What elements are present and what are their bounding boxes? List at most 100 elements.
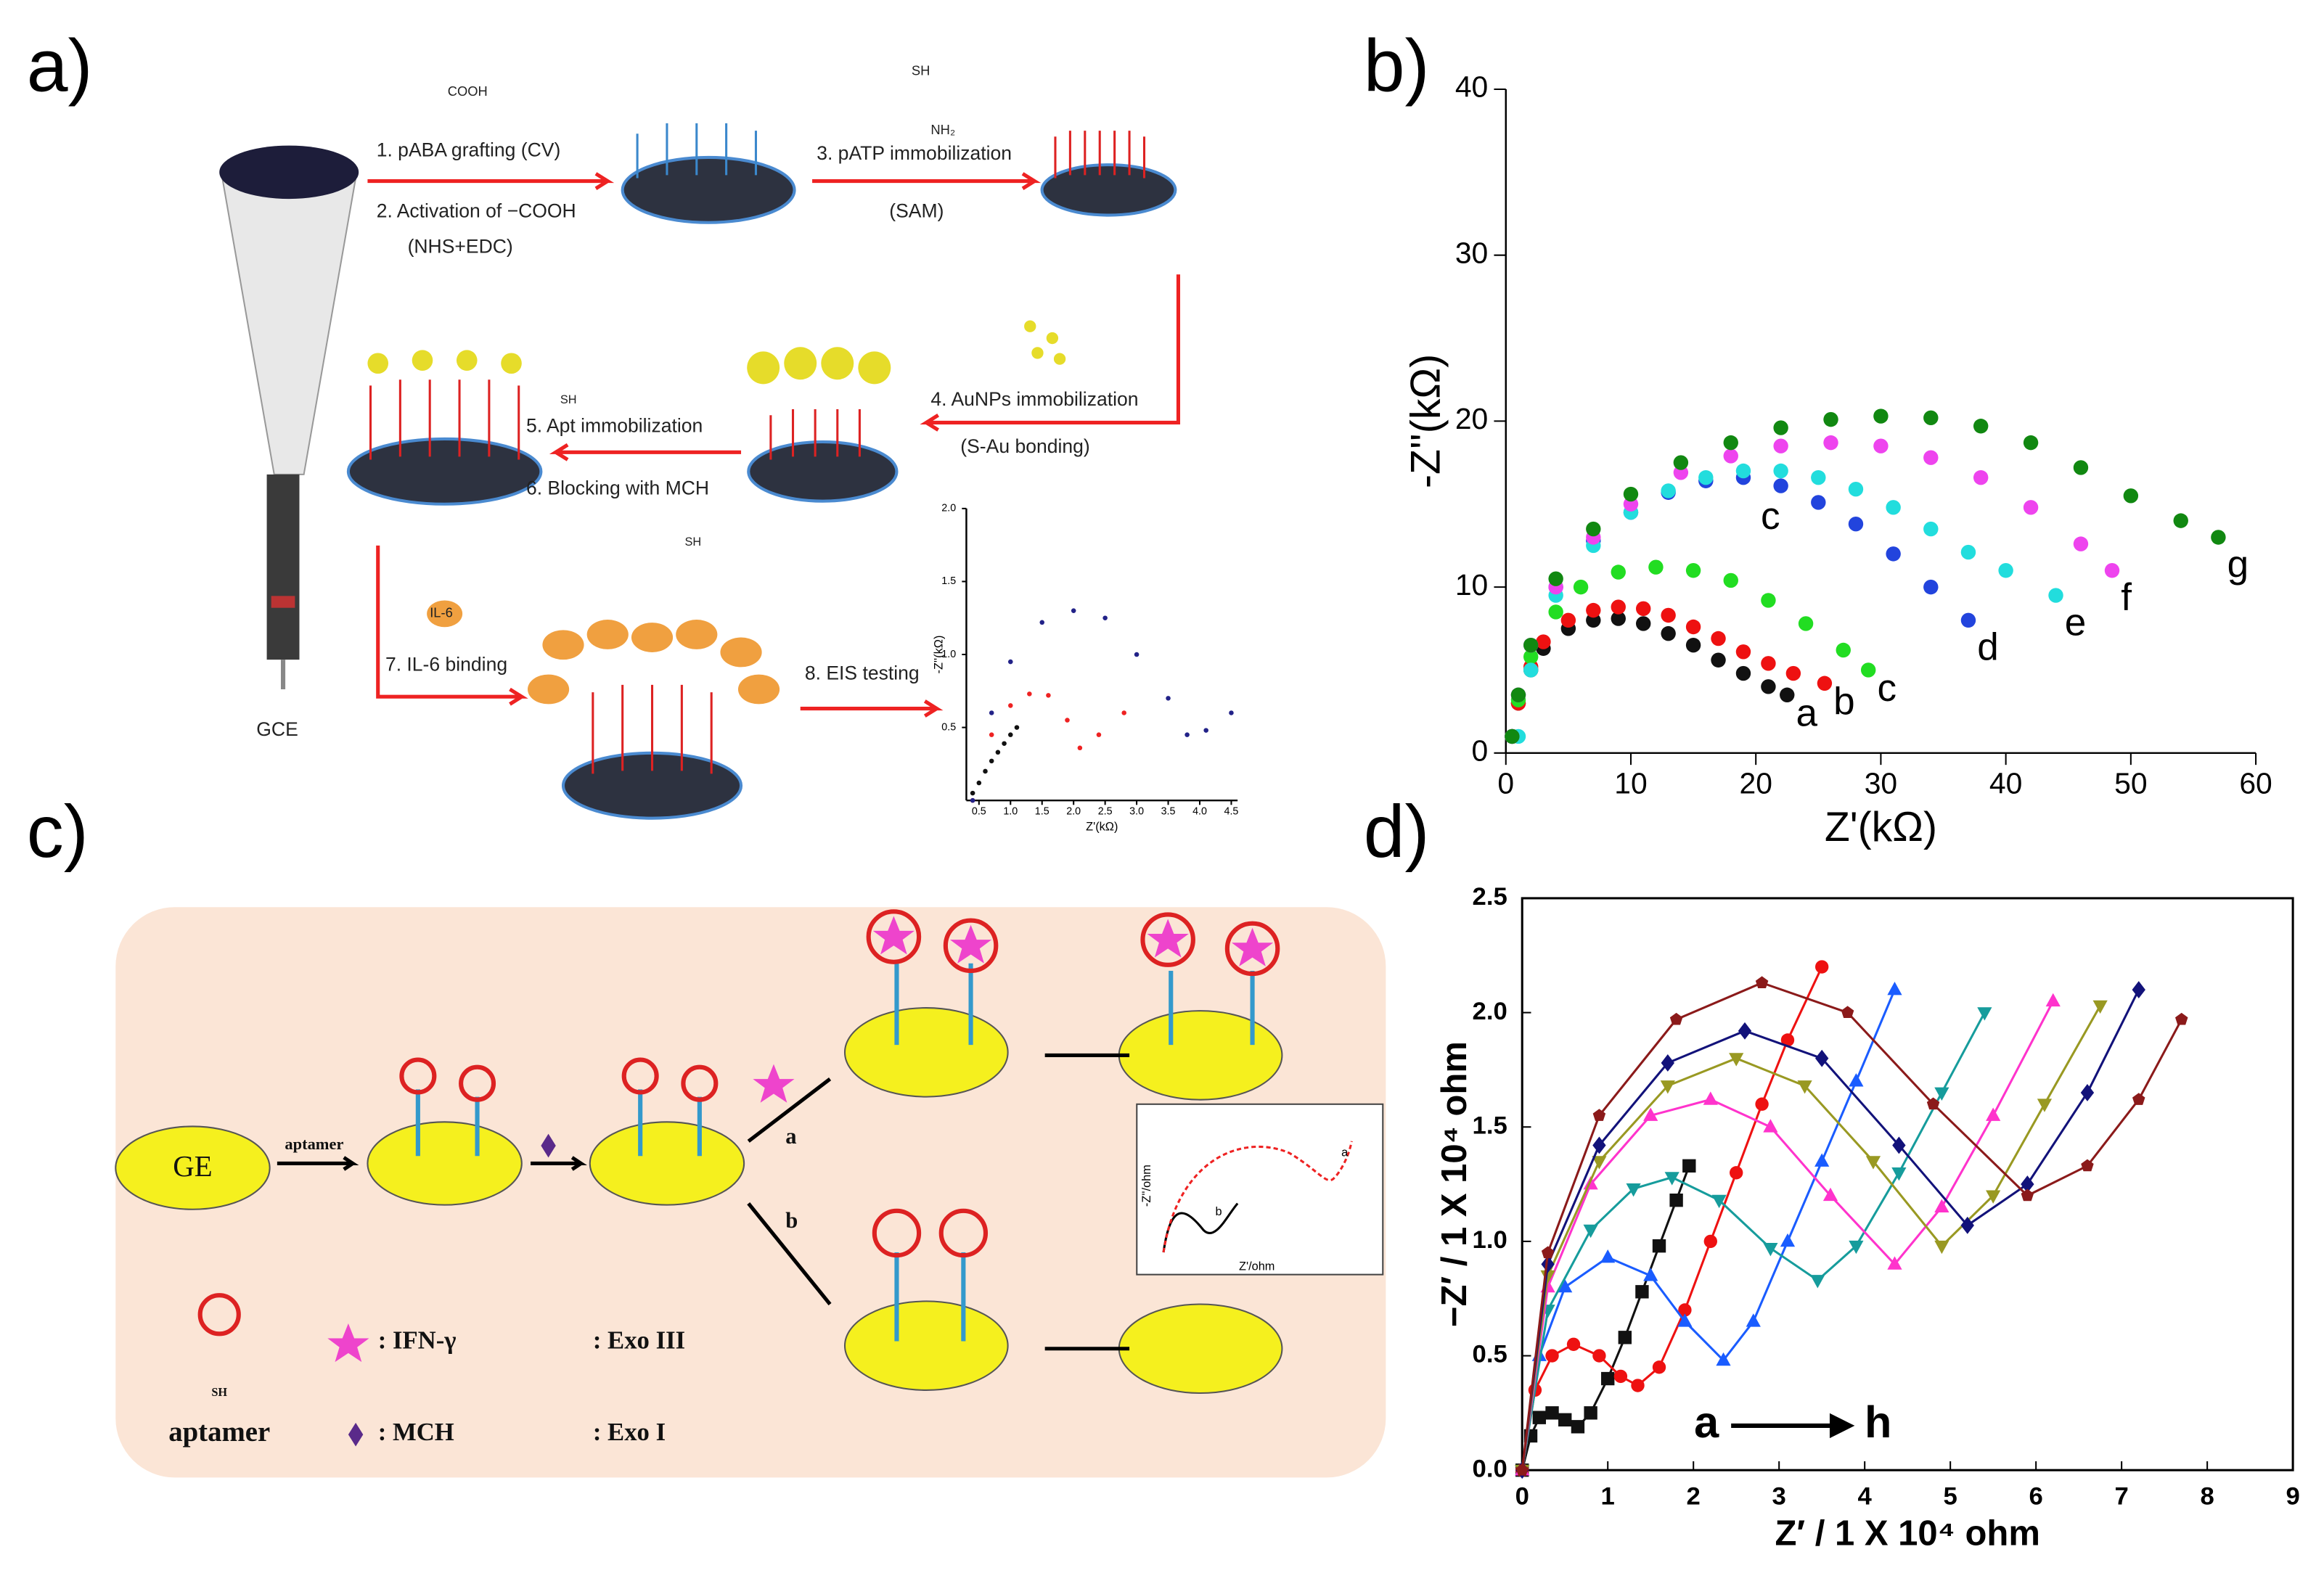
curve-label: f — [2121, 576, 2132, 619]
point — [1635, 616, 1651, 631]
point — [2081, 1159, 2094, 1172]
axis-label: Z'/ohm — [1239, 1260, 1274, 1273]
y-tick-label: 10 — [1455, 568, 1488, 601]
y-tick-label: 2.0 — [941, 503, 956, 514]
point — [1960, 1216, 1974, 1234]
y-tick-label: 1.5 — [941, 575, 956, 587]
stems — [415, 963, 1255, 1342]
x-tick-label: 1.0 — [1003, 806, 1018, 818]
point — [1611, 564, 1626, 580]
point — [1923, 579, 1939, 595]
panel-c-texts: GE aptamer a b : IFN-γ : Exo III : MCH :… — [168, 1124, 798, 1448]
y-tick-label: 2.5 — [1473, 883, 1507, 911]
point — [983, 768, 988, 774]
legend: aptamer — [168, 1416, 270, 1448]
point — [1600, 1249, 1616, 1263]
point — [1735, 463, 1751, 479]
point — [1046, 693, 1051, 698]
disc — [346, 437, 543, 506]
x-tick-label: 1.5 — [1035, 806, 1050, 818]
point — [1560, 612, 1576, 628]
point — [970, 790, 975, 796]
point — [1682, 1159, 1696, 1173]
label: (S-Au bonding) — [960, 435, 1089, 457]
x-axis-label: Z'(kΩ) — [1086, 821, 1118, 834]
label: (SAM) — [889, 200, 944, 221]
point — [1558, 1413, 1572, 1427]
x-tick-label: 2 — [1687, 1483, 1701, 1511]
point — [1763, 1243, 1778, 1257]
y-axis-label: -Z''(kΩ) — [1403, 354, 1449, 488]
x-tick-label: 4.0 — [1192, 806, 1207, 818]
gold-electrodes — [115, 1007, 1283, 1395]
panel-a-texts: COOH 1. pABA grafting (CV) 2. Activation… — [256, 62, 1138, 740]
point — [1635, 1285, 1649, 1299]
curve-label: e — [2065, 601, 2087, 644]
y-tick-label: 1.5 — [1473, 1112, 1507, 1139]
x-tick-label: 6 — [2029, 1483, 2042, 1511]
y-tick-label: 0.5 — [941, 721, 956, 733]
point — [2048, 588, 2063, 603]
point — [1661, 607, 1676, 623]
annotation: c — [1761, 495, 1780, 538]
point — [2173, 513, 2188, 528]
point — [1849, 1073, 1864, 1087]
panel-a: COOH 1. pABA grafting (CV) 2. Activation… — [219, 62, 1181, 820]
point — [1960, 544, 1976, 560]
point — [2123, 488, 2139, 504]
label: a — [785, 1124, 796, 1149]
point — [1573, 579, 1589, 595]
point — [1548, 571, 1563, 586]
point — [1716, 1352, 1731, 1366]
legend: : IFN-γ — [378, 1326, 457, 1355]
point — [1618, 1331, 1632, 1344]
point — [1652, 1360, 1666, 1374]
electrode-body — [266, 474, 300, 660]
point — [2073, 536, 2089, 551]
point — [1586, 521, 1601, 537]
x-tick-label: 10 — [1614, 767, 1647, 800]
x-tick-label: 60 — [2239, 767, 2272, 800]
point — [1723, 572, 1738, 588]
annotation: h — [1865, 1397, 1891, 1447]
point — [1892, 1136, 1906, 1154]
point — [1973, 469, 1989, 485]
point — [1773, 420, 1788, 435]
label: (NHS+EDC) — [408, 235, 513, 257]
point — [1797, 1080, 1812, 1094]
point — [1798, 616, 1814, 631]
point — [1652, 1239, 1666, 1253]
x-tick-label: 9 — [2286, 1483, 2299, 1511]
point — [1611, 599, 1626, 615]
loops — [197, 909, 1280, 1337]
point — [1860, 662, 1876, 678]
y-tick-label: 0 — [1472, 734, 1489, 768]
step: 7. IL-6 binding — [385, 653, 507, 675]
label: NH₂ — [930, 122, 955, 137]
point — [1810, 1275, 1825, 1289]
point — [1583, 1224, 1598, 1239]
point — [1592, 1136, 1606, 1154]
point — [1817, 676, 1833, 691]
chart: 0 1 2 3 4 5 6 7 8 9 0.0 0.5 1.0 1.5 2.0 2.5 Z′ / 1 X 10⁴… — [1435, 883, 2300, 1553]
x-tick-label: 4 — [1858, 1483, 1873, 1511]
annotation-arrow — [1731, 1413, 1855, 1439]
point — [2021, 1175, 2034, 1194]
inset-texts: -Z''/ohm Z'/ohm a b — [1140, 1146, 1349, 1273]
point — [1592, 1109, 1606, 1121]
point — [1887, 982, 1902, 995]
point — [1746, 1313, 1761, 1327]
point — [1510, 687, 1526, 702]
point — [2023, 435, 2039, 451]
point — [1664, 1172, 1679, 1186]
point — [1773, 438, 1788, 453]
point — [2132, 1093, 2145, 1105]
point — [1873, 408, 1889, 424]
point — [1027, 691, 1032, 697]
point — [989, 758, 994, 764]
point — [1558, 1278, 1573, 1293]
label: SH — [560, 393, 577, 406]
x-tick-label: 3.5 — [1161, 806, 1176, 818]
point — [1685, 637, 1701, 653]
point — [1761, 679, 1776, 694]
